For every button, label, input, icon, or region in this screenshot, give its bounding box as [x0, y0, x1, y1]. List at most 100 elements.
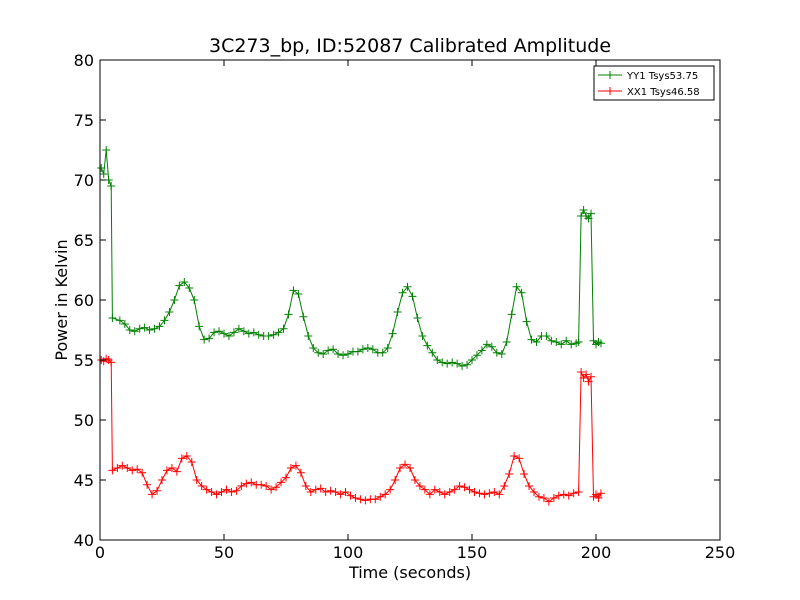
data-point	[212, 490, 221, 499]
data-point	[210, 328, 219, 337]
data-point	[448, 358, 457, 367]
y-tick-label: 50	[74, 411, 94, 430]
data-point	[107, 182, 116, 190]
data-point	[314, 348, 323, 357]
data-point	[428, 348, 437, 357]
data-point	[544, 497, 553, 506]
series-xx1	[97, 354, 605, 506]
data-point	[130, 327, 139, 336]
y-axis-label: Power in Kelvin	[52, 239, 71, 360]
legend-label: YY1 Tsys53.75	[626, 71, 698, 82]
y-tick-label: 70	[74, 171, 94, 190]
data-point	[249, 328, 258, 337]
data-point	[418, 332, 427, 340]
data-point	[143, 480, 152, 489]
data-point	[341, 488, 350, 496]
data-point	[517, 288, 526, 297]
y-axis: 40 45 50 55 60 65 70 75 80	[74, 51, 720, 550]
data-point	[177, 454, 186, 463]
legend-label: XX1 Tsys46.58	[627, 87, 700, 98]
data-point	[242, 479, 251, 488]
data-point	[549, 494, 558, 502]
data-point	[530, 488, 538, 496]
data-point	[406, 464, 414, 472]
data-point	[125, 326, 134, 334]
data-point	[311, 485, 320, 494]
data-point	[306, 488, 315, 496]
data-point	[569, 489, 578, 498]
data-point	[158, 476, 166, 484]
series-yy1	[97, 146, 605, 370]
x-tick-label: 0	[95, 543, 105, 562]
data-point	[453, 359, 462, 368]
data-point	[490, 488, 499, 496]
data-point	[515, 454, 524, 463]
data-point	[195, 322, 204, 331]
data-point	[410, 476, 419, 484]
data-point	[353, 347, 362, 356]
x-tick-label: 50	[214, 543, 234, 562]
data-point	[582, 370, 591, 379]
data-point	[175, 281, 184, 290]
data-point	[227, 488, 236, 496]
y-tick-label: 40	[74, 531, 94, 550]
data-point	[334, 350, 343, 358]
data-point	[282, 473, 290, 482]
data-point	[107, 358, 116, 367]
data-point	[386, 485, 395, 494]
plot-background	[100, 60, 720, 540]
data-point	[492, 348, 501, 357]
data-point	[470, 488, 479, 496]
data-point	[279, 324, 288, 333]
data-point	[155, 322, 164, 331]
data-point	[331, 488, 340, 496]
data-point	[482, 340, 491, 349]
data-point	[502, 338, 511, 346]
legend-marker	[606, 71, 614, 79]
data-point	[564, 491, 573, 500]
data-point	[477, 346, 486, 355]
data-point	[224, 332, 233, 340]
data-point	[254, 330, 263, 339]
data-point	[567, 340, 576, 349]
data-point	[542, 332, 551, 340]
data-point	[438, 358, 447, 367]
data-point	[383, 344, 392, 352]
data-point	[596, 489, 605, 498]
data-point	[97, 164, 106, 172]
data-point	[118, 461, 127, 470]
data-point	[413, 314, 422, 322]
data-point	[326, 486, 335, 495]
data-point	[182, 452, 191, 460]
chart-title: 3C273_bp, ID:52087 Calibrated Amplitude	[209, 35, 611, 57]
data-point	[239, 327, 248, 336]
data-point	[299, 312, 308, 321]
data-point	[381, 490, 390, 499]
x-tick-label: 150	[457, 543, 488, 562]
data-point	[104, 176, 113, 184]
data-point	[587, 209, 596, 218]
y-tick-label: 55	[74, 351, 94, 370]
data-point	[415, 482, 424, 490]
plot-area	[97, 59, 721, 541]
data-point	[264, 332, 273, 340]
data-point	[485, 489, 494, 498]
data-point	[455, 482, 464, 490]
data-point	[187, 458, 196, 466]
legend-marker	[606, 87, 614, 95]
data-point	[232, 486, 241, 495]
data-point	[525, 482, 534, 490]
y-tick-label: 75	[74, 111, 94, 130]
data-point	[398, 288, 407, 297]
data-point	[234, 324, 243, 333]
data-point	[574, 338, 583, 346]
x-tick-label: 100	[333, 543, 364, 562]
data-point	[150, 324, 159, 333]
data-point	[435, 488, 444, 496]
data-point	[465, 485, 474, 494]
y-tick-label: 60	[74, 291, 94, 310]
data-point	[301, 482, 310, 490]
data-point	[329, 345, 338, 354]
data-point	[579, 206, 588, 214]
